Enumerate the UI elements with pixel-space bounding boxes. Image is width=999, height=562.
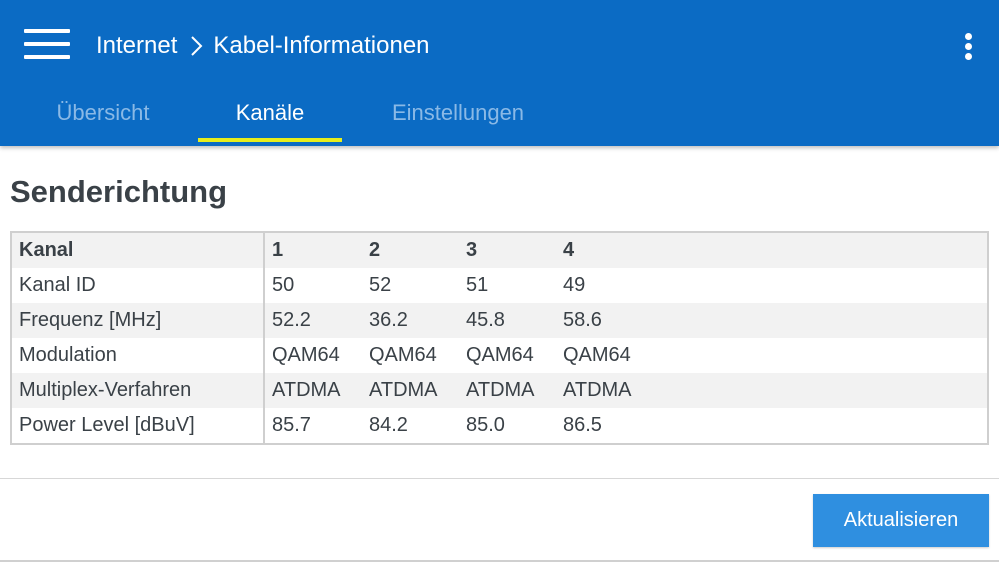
row-label: Frequenz [MHz]	[11, 303, 265, 338]
table-cell: QAM64	[563, 344, 631, 366]
table-cell: 85.7	[272, 414, 311, 436]
table-row: Kanal ID 50 52 51 49	[11, 268, 988, 303]
row-label: Kanal ID	[11, 268, 265, 303]
header-cell: 3	[466, 239, 478, 261]
more-vertical-icon[interactable]	[958, 30, 980, 62]
tab-einstellungen[interactable]: Einstellungen	[391, 100, 525, 125]
table-cell: 52	[369, 274, 392, 296]
app-bar: Internet Kabel-Informationen Übersicht K…	[0, 0, 999, 146]
table-row: Modulation QAM64 QAM64 QAM64 QAM64	[11, 338, 988, 373]
table-cell: 45.8	[466, 309, 505, 331]
breadcrumb-kabel-informationen: Kabel-Informationen	[213, 32, 430, 59]
table-cell: 50	[272, 274, 295, 296]
table-cell: QAM64	[272, 344, 340, 366]
table-cell: ATDMA	[466, 379, 535, 401]
header-cell: 4	[563, 239, 575, 261]
table-header-row: Kanal 1 2 3 4	[11, 232, 988, 268]
table-row: Frequenz [MHz] 52.2 36.2 45.8 58.6	[11, 303, 988, 338]
table-cell: QAM64	[466, 344, 534, 366]
tab-uebersicht[interactable]: Übersicht	[56, 100, 150, 125]
breadcrumb: Internet Kabel-Informationen	[96, 28, 430, 64]
tab-kanaele[interactable]: Kanäle	[235, 100, 305, 125]
active-tab-indicator	[198, 138, 342, 142]
footer-divider	[0, 478, 999, 479]
section-title: Senderichtung	[10, 174, 228, 209]
table-cell: ATDMA	[369, 379, 438, 401]
table-cell: ATDMA	[563, 379, 632, 401]
chevron-right-icon	[191, 36, 203, 56]
table-cell: 36.2	[369, 309, 408, 331]
header-cell-kanal: Kanal	[11, 232, 265, 268]
table-cell: QAM64	[369, 344, 437, 366]
table-cell: ATDMA	[272, 379, 341, 401]
header-cell: 2	[369, 239, 381, 261]
table-row: Multiplex-Verfahren ATDMA ATDMA ATDMA AT…	[11, 373, 988, 408]
table-cell: 86.5	[563, 414, 602, 436]
hamburger-menu-icon[interactable]	[24, 27, 72, 63]
table-cell: 84.2	[369, 414, 408, 436]
refresh-button[interactable]: Aktualisieren	[813, 494, 989, 547]
table-cell: 49	[563, 274, 586, 296]
table-cell: 51	[466, 274, 489, 296]
row-label: Modulation	[11, 338, 265, 373]
table-cell: 58.6	[563, 309, 602, 331]
table-row: Power Level [dBuV] 85.7 84.2 85.0 86.5	[11, 408, 988, 444]
table-cell: 85.0	[466, 414, 505, 436]
breadcrumb-internet[interactable]: Internet	[96, 32, 178, 59]
bottom-divider	[0, 560, 999, 562]
table-cell: 52.2	[272, 309, 311, 331]
row-label: Power Level [dBuV]	[11, 408, 265, 444]
row-label: Multiplex-Verfahren	[11, 373, 265, 408]
channel-table: Kanal 1 2 3 4 Kanal ID 50 52 51 49 Frequ…	[10, 231, 989, 445]
header-cell: 1	[272, 239, 284, 261]
